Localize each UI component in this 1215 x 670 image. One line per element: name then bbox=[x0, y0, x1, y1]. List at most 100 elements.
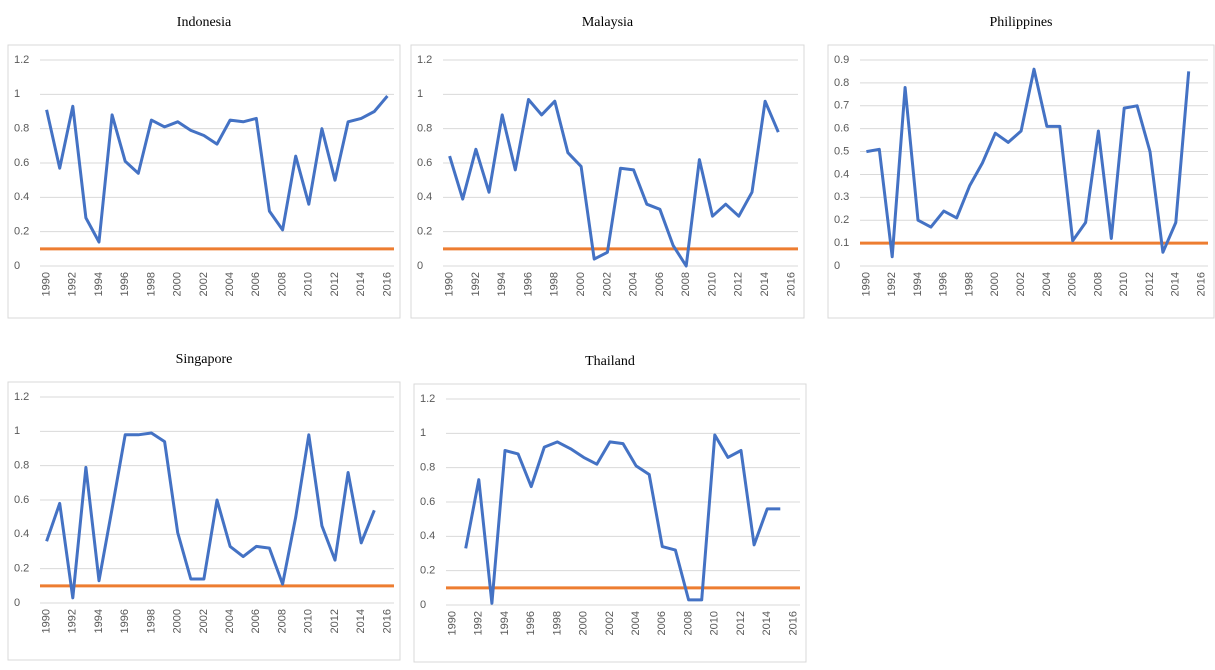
x-tick-label: 1990 bbox=[443, 272, 455, 296]
y-tick-label: 0.7 bbox=[834, 100, 849, 112]
x-tick-label: 2010 bbox=[706, 272, 718, 296]
x-tick-label: 2010 bbox=[709, 611, 721, 635]
y-tick-label: 0.4 bbox=[420, 530, 435, 542]
x-tick-label: 2014 bbox=[759, 272, 771, 296]
y-tick-label: 0 bbox=[420, 599, 426, 611]
chart-frame bbox=[413, 383, 807, 663]
x-tick-label: 2014 bbox=[355, 609, 367, 633]
x-tick-label: 2002 bbox=[198, 272, 210, 296]
x-tick-label: 2008 bbox=[276, 609, 288, 633]
x-tick-label: 1992 bbox=[67, 609, 79, 633]
x-tick-label: 2010 bbox=[1118, 272, 1130, 296]
data-line bbox=[45, 95, 389, 244]
x-tick-label: 2016 bbox=[381, 272, 393, 296]
x-tick-label: 2004 bbox=[224, 609, 236, 633]
y-tick-label: 0.2 bbox=[14, 226, 29, 238]
y-tick-label: 0.6 bbox=[420, 496, 435, 508]
x-tick-label: 2000 bbox=[989, 272, 1001, 296]
y-tick-label: 0.2 bbox=[417, 226, 432, 238]
x-tick-label: 1992 bbox=[886, 272, 898, 296]
x-tick-label: 2016 bbox=[785, 272, 797, 296]
y-tick-label: 0.2 bbox=[14, 563, 29, 575]
y-tick-label: 0.6 bbox=[417, 157, 432, 169]
data-line bbox=[448, 98, 780, 268]
y-tick-label: 0 bbox=[834, 260, 840, 272]
x-tick-label: 1990 bbox=[40, 272, 52, 296]
y-tick-label: 0.8 bbox=[420, 462, 435, 474]
y-tick-label: 0.9 bbox=[834, 54, 849, 66]
y-tick-label: 1 bbox=[14, 88, 20, 100]
x-tick-label: 2000 bbox=[578, 611, 590, 635]
x-tick-label: 1994 bbox=[93, 609, 105, 633]
x-tick-label: 2016 bbox=[381, 609, 393, 633]
y-tick-label: 1 bbox=[420, 427, 426, 439]
y-tick-label: 0.6 bbox=[14, 494, 29, 506]
x-tick-label: 1996 bbox=[522, 272, 534, 296]
x-tick-label: 1998 bbox=[145, 609, 157, 633]
data-line bbox=[866, 67, 1191, 259]
y-tick-label: 0 bbox=[417, 260, 423, 272]
chart-frame bbox=[410, 44, 805, 319]
x-tick-label: 1998 bbox=[963, 272, 975, 296]
x-tick-label: 1996 bbox=[119, 272, 131, 296]
y-tick-label: 0.2 bbox=[420, 565, 435, 577]
x-tick-label: 2002 bbox=[1015, 272, 1027, 296]
x-tick-label: 2012 bbox=[733, 272, 745, 296]
x-tick-label: 1998 bbox=[551, 611, 563, 635]
x-tick-label: 1990 bbox=[446, 611, 458, 635]
y-tick-label: 0 bbox=[14, 597, 20, 609]
x-tick-label: 1994 bbox=[93, 272, 105, 296]
x-tick-label: 2010 bbox=[303, 609, 315, 633]
y-tick-label: 0.2 bbox=[834, 214, 849, 226]
y-tick-label: 1.2 bbox=[14, 391, 29, 403]
data-line bbox=[45, 431, 376, 600]
x-tick-label: 2012 bbox=[735, 611, 747, 635]
x-tick-label: 2004 bbox=[628, 272, 640, 296]
x-tick-label: 2006 bbox=[1067, 272, 1079, 296]
x-tick-label: 1994 bbox=[912, 272, 924, 296]
y-tick-label: 0.4 bbox=[14, 191, 29, 203]
y-tick-label: 0.4 bbox=[14, 528, 29, 540]
x-tick-label: 2004 bbox=[1041, 272, 1053, 296]
chart-title: Thailand bbox=[585, 354, 635, 369]
x-tick-label: 2012 bbox=[329, 609, 341, 633]
y-tick-label: 1.2 bbox=[417, 54, 432, 66]
data-line bbox=[464, 433, 781, 605]
x-tick-label: 1998 bbox=[145, 272, 157, 296]
x-tick-label: 2008 bbox=[682, 611, 694, 635]
y-tick-label: 1 bbox=[14, 425, 20, 437]
y-tick-label: 0.6 bbox=[834, 123, 849, 135]
x-tick-label: 2002 bbox=[198, 609, 210, 633]
chart-title: Malaysia bbox=[582, 15, 634, 30]
x-tick-label: 1996 bbox=[525, 611, 537, 635]
chart-frame bbox=[7, 381, 401, 661]
chart-title: Indonesia bbox=[177, 15, 232, 30]
x-tick-label: 2008 bbox=[276, 272, 288, 296]
x-tick-label: 2002 bbox=[604, 611, 616, 635]
x-tick-label: 2006 bbox=[654, 272, 666, 296]
y-tick-label: 0.8 bbox=[14, 123, 29, 135]
x-tick-label: 2016 bbox=[1195, 272, 1207, 296]
x-tick-label: 2012 bbox=[329, 272, 341, 296]
x-tick-label: 2004 bbox=[224, 272, 236, 296]
y-tick-label: 0.8 bbox=[834, 77, 849, 89]
x-tick-label: 2008 bbox=[680, 272, 692, 296]
x-tick-label: 2016 bbox=[787, 611, 799, 635]
x-tick-label: 1996 bbox=[938, 272, 950, 296]
y-tick-label: 0.4 bbox=[834, 168, 849, 180]
x-tick-label: 1990 bbox=[40, 609, 52, 633]
x-tick-label: 2014 bbox=[1170, 272, 1182, 296]
x-tick-label: 2000 bbox=[172, 272, 184, 296]
chart-frame bbox=[827, 44, 1215, 319]
x-tick-label: 2006 bbox=[250, 609, 262, 633]
y-tick-label: 1.2 bbox=[420, 393, 435, 405]
y-tick-label: 0.5 bbox=[834, 145, 849, 157]
x-tick-label: 1994 bbox=[499, 611, 511, 635]
x-tick-label: 2000 bbox=[172, 609, 184, 633]
x-tick-label: 2014 bbox=[761, 611, 773, 635]
x-tick-label: 1998 bbox=[549, 272, 561, 296]
x-tick-label: 2000 bbox=[575, 272, 587, 296]
y-tick-label: 0.3 bbox=[834, 191, 849, 203]
